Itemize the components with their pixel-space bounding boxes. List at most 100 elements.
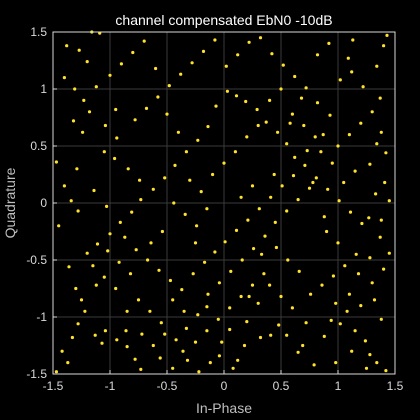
- data-point: [250, 283, 255, 287]
- data-point: [239, 195, 243, 199]
- data-point: [206, 292, 210, 296]
- data-point: [142, 39, 146, 43]
- data-point: [183, 212, 187, 216]
- data-point: [66, 361, 70, 365]
- data-point: [299, 96, 304, 100]
- data-point: [95, 242, 100, 246]
- data-point: [146, 258, 150, 262]
- data-point: [347, 133, 351, 137]
- data-point: [133, 357, 137, 361]
- data-point: [188, 178, 192, 182]
- data-point: [338, 322, 342, 326]
- data-point: [304, 321, 308, 325]
- data-point: [321, 133, 325, 137]
- data-point: [312, 363, 316, 367]
- data-point: [181, 349, 185, 353]
- data-point: [217, 281, 221, 285]
- data-point: [354, 252, 358, 256]
- data-point: [139, 367, 143, 371]
- chart-title: channel compensated EbN0 -10dB: [115, 12, 332, 28]
- data-point: [279, 87, 283, 91]
- data-point: [115, 136, 119, 140]
- data-point: [290, 112, 294, 116]
- data-point: [330, 161, 334, 165]
- data-point: [184, 326, 188, 330]
- data-point: [87, 110, 92, 114]
- data-point: [214, 104, 218, 108]
- data-point: [276, 130, 280, 134]
- data-point: [151, 187, 155, 191]
- data-point: [285, 142, 289, 146]
- data-point: [157, 268, 161, 272]
- data-point: [311, 180, 315, 185]
- data-point: [201, 49, 206, 54]
- data-point: [372, 298, 377, 302]
- data-point: [67, 265, 71, 269]
- data-point: [360, 221, 364, 226]
- data-point: [288, 121, 292, 125]
- y-tick-label: 0.5: [30, 139, 47, 153]
- x-tick-label: 0: [221, 379, 228, 393]
- data-point: [119, 62, 123, 66]
- data-point: [134, 248, 138, 252]
- data-point: [258, 36, 263, 40]
- y-tick-label: 1.5: [30, 25, 47, 39]
- data-point: [260, 252, 264, 256]
- x-tick-label: -0.5: [157, 379, 178, 393]
- data-point: [123, 235, 127, 239]
- data-point: [240, 258, 244, 262]
- data-point: [229, 269, 233, 273]
- data-point: [103, 329, 107, 333]
- data-point: [60, 349, 64, 353]
- data-point: [379, 317, 383, 321]
- data-point: [205, 305, 209, 309]
- data-point: [82, 98, 86, 102]
- data-point: [213, 250, 217, 254]
- data-point: [305, 149, 309, 153]
- data-point: [252, 247, 256, 251]
- data-point: [378, 96, 382, 100]
- data-point: [105, 204, 109, 208]
- data-point: [361, 85, 365, 89]
- data-point: [322, 215, 326, 219]
- data-point: [225, 89, 229, 93]
- data-point: [199, 190, 203, 194]
- data-point: [351, 38, 355, 42]
- data-point: [69, 199, 73, 203]
- data-point: [124, 329, 128, 333]
- data-point: [273, 220, 277, 224]
- data-point: [73, 87, 77, 91]
- data-point: [83, 309, 87, 313]
- data-point: [158, 356, 162, 360]
- data-point: [165, 112, 169, 116]
- data-point: [356, 272, 361, 276]
- x-tick-label: -1: [105, 379, 116, 393]
- data-point: [368, 162, 372, 166]
- data-point: [102, 275, 106, 279]
- data-point: [263, 234, 267, 238]
- data-point: [329, 318, 333, 322]
- data-point: [133, 118, 137, 122]
- data-point: [228, 306, 232, 310]
- data-point: [326, 187, 330, 191]
- data-point: [203, 260, 207, 264]
- data-point: [76, 209, 80, 213]
- data-point: [336, 144, 340, 148]
- data-point: [94, 283, 98, 287]
- data-point: [246, 218, 250, 222]
- data-point: [385, 33, 389, 38]
- data-point: [65, 44, 69, 48]
- data-point: [334, 361, 338, 365]
- data-point: [76, 322, 80, 326]
- data-point: [337, 199, 341, 203]
- data-point: [269, 333, 273, 337]
- data-point: [167, 84, 171, 88]
- data-point: [216, 317, 220, 321]
- data-point: [74, 286, 78, 291]
- data-point: [368, 256, 372, 260]
- data-point: [154, 66, 158, 71]
- data-point: [363, 339, 367, 343]
- data-point: [163, 332, 167, 336]
- data-point: [290, 306, 294, 310]
- data-point: [347, 292, 351, 296]
